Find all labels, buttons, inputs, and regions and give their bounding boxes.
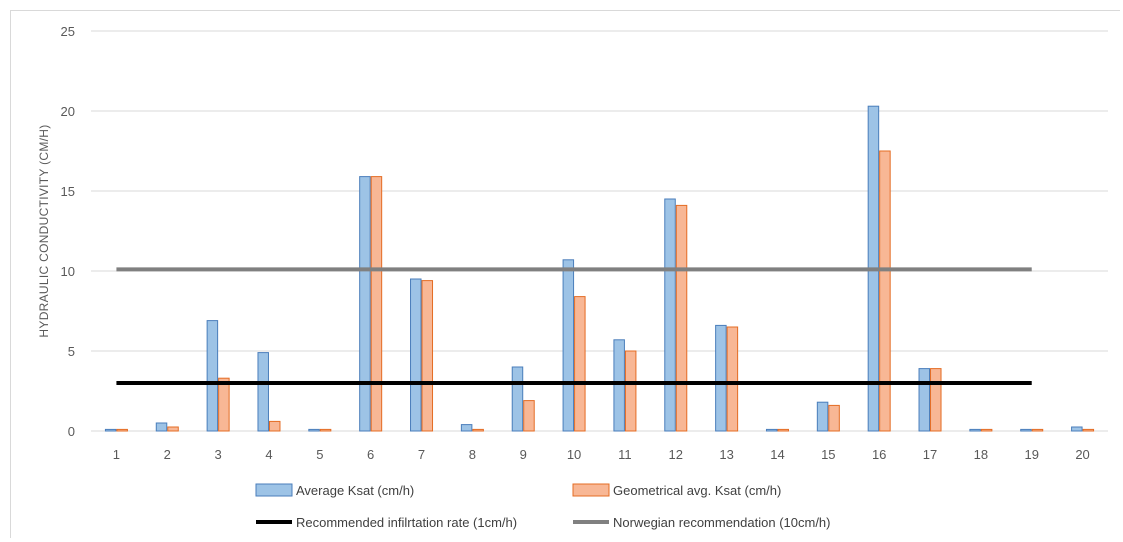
x-tick-label: 5 bbox=[316, 447, 323, 462]
x-tick-label: 1 bbox=[113, 447, 120, 462]
x-tick-label: 3 bbox=[215, 447, 222, 462]
bar-series-2-cat-18 bbox=[980, 428, 993, 432]
x-tick-label: 6 bbox=[367, 447, 374, 462]
bar-series-2-cat-16 bbox=[879, 150, 891, 432]
legend-swatch-average-ksat bbox=[255, 483, 293, 497]
bar-series-2-cat-6 bbox=[370, 176, 383, 432]
y-tick-label: 10 bbox=[61, 264, 75, 279]
gridlines bbox=[91, 30, 1108, 432]
bar-series-1-cat-15 bbox=[816, 401, 829, 432]
legend-label-norwegian-recommendation: Norwegian recommendation (10cm/h) bbox=[613, 515, 830, 530]
bar-series-1-cat-9 bbox=[511, 366, 524, 432]
y-axis-label: HYDRAULIC CONDUCTIVITY (CM/H) bbox=[37, 124, 51, 337]
bar-series-2-cat-5 bbox=[319, 428, 332, 432]
x-tick-label: 12 bbox=[669, 447, 683, 462]
reference-lines bbox=[116, 267, 1032, 385]
bar-series-2-cat-20 bbox=[1082, 428, 1095, 432]
bar-series-1-cat-17 bbox=[918, 368, 931, 432]
bar-series-2-cat-8 bbox=[472, 428, 484, 432]
legend: Average Ksat (cm/h) Geometrical avg. Ksat… bbox=[255, 483, 830, 530]
legend-label-recommended-rate: Recommended infilrtation rate (1cm/h) bbox=[296, 515, 517, 530]
legend-swatch-geometrical-avg-ksat bbox=[572, 483, 610, 497]
bar-series-1-cat-4 bbox=[257, 352, 269, 432]
x-tick-label: 14 bbox=[770, 447, 784, 462]
bar-series-2-cat-7 bbox=[421, 280, 434, 432]
x-tick-label: 8 bbox=[469, 447, 476, 462]
bar-series-1-cat-12 bbox=[664, 198, 676, 432]
bar-series-1-cat-13 bbox=[715, 324, 727, 432]
bar-series-1-cat-3 bbox=[206, 320, 219, 432]
bar-series-1-cat-2 bbox=[155, 422, 168, 432]
bar-series-1-cat-8 bbox=[460, 424, 473, 432]
bar-series-2-cat-1 bbox=[116, 428, 128, 432]
bar-series-1-cat-10 bbox=[562, 259, 575, 432]
bar-series-1-cat-14 bbox=[765, 428, 778, 432]
bar-series-1-cat-18 bbox=[969, 428, 981, 432]
bar-series-2-cat-10 bbox=[574, 296, 586, 432]
bar-series-1-cat-6 bbox=[359, 176, 371, 432]
bar-series-1-cat-19 bbox=[1020, 428, 1032, 432]
bar-series-2-cat-12 bbox=[675, 204, 688, 432]
bar-series-2-cat-17 bbox=[930, 368, 942, 432]
bar-series-2-cat-9 bbox=[523, 400, 535, 432]
y-tick-label: 5 bbox=[68, 344, 75, 359]
x-tick-label: 20 bbox=[1075, 447, 1089, 462]
bar-series-1-cat-11 bbox=[613, 339, 625, 432]
x-tick-label: 13 bbox=[719, 447, 733, 462]
bar-series-1-cat-7 bbox=[410, 278, 422, 432]
y-tick-label: 15 bbox=[61, 184, 75, 199]
x-tick-label: 18 bbox=[974, 447, 988, 462]
x-tick-label: 7 bbox=[418, 447, 425, 462]
bar-series-1-cat-1 bbox=[104, 428, 117, 432]
bar-series-2-cat-2 bbox=[167, 426, 179, 432]
bar-series-1-cat-5 bbox=[308, 428, 320, 432]
legend-label-average-ksat: Average Ksat (cm/h) bbox=[296, 483, 414, 498]
bar-series-1-cat-20 bbox=[1071, 426, 1083, 432]
bar-series-2-cat-15 bbox=[828, 404, 840, 432]
bar-series-2-cat-4 bbox=[268, 420, 281, 432]
bar-series-2-cat-14 bbox=[777, 428, 789, 432]
y-tick-label: 25 bbox=[61, 24, 75, 39]
x-tick-label: 10 bbox=[567, 447, 581, 462]
bar-series-2-cat-3 bbox=[218, 377, 230, 432]
x-tick-label: 11 bbox=[618, 447, 632, 462]
x-axis-ticks: 1 2 3 4 5 6 7 8 9 10 11 12 13 14 15 16 17 18 19 20 bbox=[113, 447, 1090, 462]
y-axis-ticks: 0 5 10 15 20 25 bbox=[61, 24, 75, 439]
x-tick-label: 19 bbox=[1024, 447, 1038, 462]
bar-series-2-cat-13 bbox=[726, 326, 739, 432]
bar-series-2-cat-11 bbox=[624, 350, 637, 432]
y-tick-label: 20 bbox=[61, 104, 75, 119]
x-tick-label: 15 bbox=[821, 447, 835, 462]
legend-label-geometrical-avg-ksat: Geometrical avg. Ksat (cm/h) bbox=[613, 483, 781, 498]
x-tick-label: 16 bbox=[872, 447, 886, 462]
x-tick-label: 2 bbox=[164, 447, 171, 462]
x-tick-label: 17 bbox=[923, 447, 937, 462]
bar-series-2-cat-19 bbox=[1031, 428, 1044, 432]
chart-frame bbox=[10, 10, 1120, 538]
y-tick-label: 0 bbox=[68, 424, 75, 439]
x-tick-label: 4 bbox=[265, 447, 272, 462]
x-tick-label: 9 bbox=[520, 447, 527, 462]
